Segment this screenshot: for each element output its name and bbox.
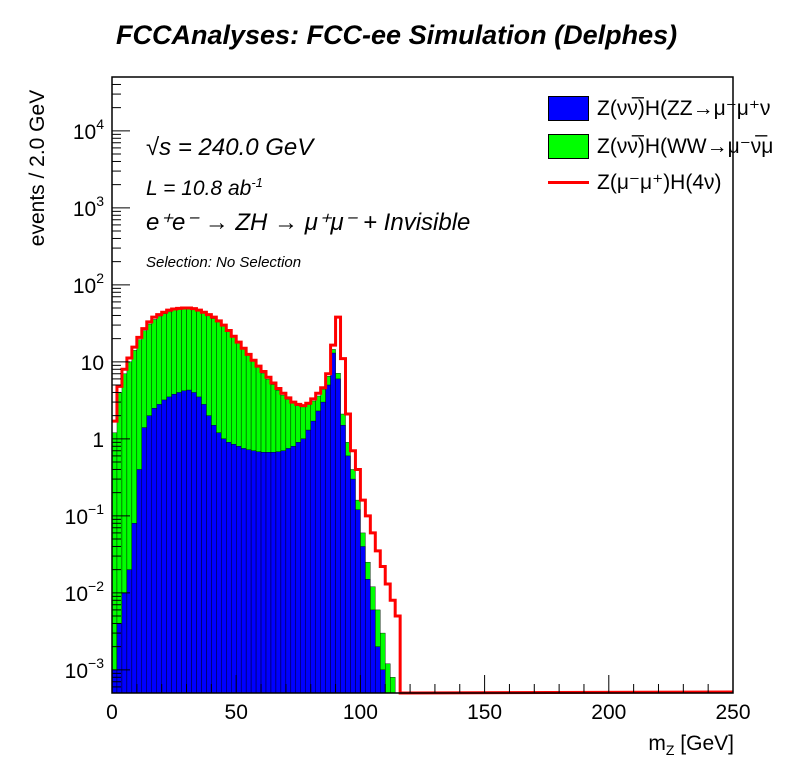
bar-zz-6 bbox=[126, 569, 133, 694]
bar-zz-26 bbox=[176, 392, 182, 694]
bar-zz-98 bbox=[355, 509, 361, 694]
bar-zz-88 bbox=[330, 352, 336, 694]
bar-zz-30 bbox=[186, 389, 192, 694]
y-tick-label-3: 1 bbox=[92, 429, 104, 452]
bar-zz-80 bbox=[310, 420, 316, 694]
x-axis-label-sub: Z bbox=[665, 742, 675, 759]
legend-swatch-zz bbox=[548, 95, 589, 121]
bar-zz-96 bbox=[350, 478, 356, 694]
bar-zz-24 bbox=[171, 393, 177, 694]
bar-zz-18 bbox=[156, 404, 162, 694]
x-axis: 0 50 100 150 200 250 bbox=[106, 675, 751, 724]
y-tick-label-5: 102 bbox=[73, 270, 104, 298]
y-tick-label-1: 10−2 bbox=[65, 578, 105, 606]
bar-zz-50 bbox=[235, 446, 242, 694]
bar-zz-46 bbox=[226, 442, 232, 694]
y-axis: 10−3 10−2 10−1 1 10 102 103 104 bbox=[65, 76, 130, 694]
bar-zz-12 bbox=[141, 427, 147, 694]
sqrt-symbol: √s bbox=[146, 134, 172, 161]
bar-zz-22 bbox=[166, 396, 172, 694]
x-tick-label-5: 250 bbox=[715, 701, 750, 724]
x-axis-label-main: m bbox=[648, 732, 666, 755]
lumi-exponent: -1 bbox=[251, 175, 263, 190]
bar-zz-16 bbox=[151, 407, 157, 694]
bar-zz-8 bbox=[131, 523, 138, 694]
bar-zz-108 bbox=[380, 669, 386, 694]
legend-entry-4nu: Z(μ⁻μ⁺)H(4ν) bbox=[548, 166, 722, 198]
signal-step-line bbox=[112, 306, 734, 695]
x-axis-label-unit: [GeV] bbox=[674, 732, 734, 755]
y-axis-label: events / 2.0 GeV bbox=[26, 89, 49, 247]
bar-zz-92 bbox=[340, 425, 346, 694]
bar-zz-90 bbox=[335, 378, 341, 694]
legend-swatch-4nu bbox=[548, 180, 589, 184]
bar-zz-20 bbox=[161, 399, 167, 694]
bar-zz-72 bbox=[290, 446, 297, 694]
y-tick-label-2: 10−1 bbox=[65, 501, 105, 529]
y-tick-label-0: 10−3 bbox=[65, 655, 105, 683]
bar-zz-106 bbox=[375, 646, 381, 694]
bar-zz-58 bbox=[255, 451, 262, 694]
y-tick-label-6: 103 bbox=[73, 193, 104, 221]
legend-entry-zz: Z(νν̅)H(ZZ→μ⁻μ⁺ν bbox=[548, 92, 771, 124]
bar-zz-62 bbox=[265, 452, 272, 694]
bar-zz-48 bbox=[231, 444, 237, 694]
bar-zz-94 bbox=[345, 455, 351, 694]
bar-zz-86 bbox=[325, 384, 331, 694]
bar-zz-52 bbox=[240, 448, 247, 694]
bar-zz-100 bbox=[360, 546, 366, 694]
stacked-fills bbox=[111, 308, 396, 694]
bar-zz-56 bbox=[250, 450, 257, 694]
signal-line bbox=[112, 306, 734, 695]
bar-zz-36 bbox=[201, 404, 207, 694]
x-tick-label-4: 200 bbox=[591, 701, 626, 724]
page-title: FCCAnalyses: FCC-ee Simulation (Delphes) bbox=[116, 20, 678, 50]
bar-zz-44 bbox=[221, 438, 227, 694]
bar-zz-70 bbox=[285, 448, 292, 694]
bar-zz-66 bbox=[275, 451, 282, 694]
legend-label-4nu: Z(μ⁻μ⁺)H(4ν) bbox=[597, 170, 722, 194]
energy-annotation: √s = 240.0 GeV bbox=[146, 134, 313, 162]
bar-zz-28 bbox=[181, 390, 187, 694]
legend-label-ww: Z(νν̅)H(WW→μ⁻ν̅μ bbox=[597, 134, 774, 158]
lumi-annotation: L = 10.8 ab-1 bbox=[146, 175, 263, 201]
bar-zz-42 bbox=[216, 432, 222, 694]
x-axis-label: mZ [GeV] bbox=[648, 732, 734, 758]
lumi-text: L = 10.8 ab bbox=[146, 177, 252, 200]
x-tick-label-3: 150 bbox=[467, 701, 502, 724]
bar-zz-78 bbox=[305, 429, 311, 694]
bar-zz-14 bbox=[146, 415, 152, 694]
bar-zz-68 bbox=[280, 450, 287, 694]
bar-zz-2 bbox=[116, 623, 123, 694]
bar-zz-82 bbox=[315, 410, 321, 694]
legend-entry-ww: Z(νν̅)H(WW→μ⁻ν̅μ bbox=[548, 130, 773, 162]
legend-swatch-ww bbox=[548, 133, 589, 159]
selection-annotation: Selection: No Selection bbox=[146, 254, 302, 271]
bar-zz-64 bbox=[270, 452, 277, 694]
bar-zz-84 bbox=[320, 401, 326, 694]
process-annotation: e⁺e⁻ → ZH → μ⁺μ⁻ + Invisible bbox=[146, 209, 471, 236]
x-tick-label-1: 50 bbox=[225, 701, 248, 724]
bar-zz-34 bbox=[196, 396, 202, 694]
bar-zz-102 bbox=[365, 579, 371, 694]
bar-zz-76 bbox=[300, 438, 306, 694]
energy-text: = 240.0 GeV bbox=[171, 134, 314, 161]
bar-zz-40 bbox=[211, 425, 217, 694]
bar-zz-60 bbox=[260, 452, 267, 694]
bar-zz-104 bbox=[370, 609, 376, 694]
bar-zz-38 bbox=[206, 415, 212, 694]
bar-zz-54 bbox=[245, 449, 252, 694]
bar-ww-112 bbox=[390, 677, 396, 694]
bar-zz-74 bbox=[295, 442, 301, 694]
y-tick-label-7: 104 bbox=[73, 116, 104, 144]
bar-zz-10 bbox=[136, 469, 143, 694]
bar-zz-32 bbox=[191, 392, 197, 694]
legend-label-zz: Z(νν̅)H(ZZ→μ⁻μ⁺ν bbox=[597, 96, 771, 120]
x-tick-label-2: 100 bbox=[343, 701, 378, 724]
bar-zz-4 bbox=[121, 592, 128, 694]
x-tick-label-0: 0 bbox=[106, 701, 118, 724]
y-tick-label-4: 10 bbox=[81, 352, 104, 375]
bar-ww-110 bbox=[385, 663, 391, 694]
